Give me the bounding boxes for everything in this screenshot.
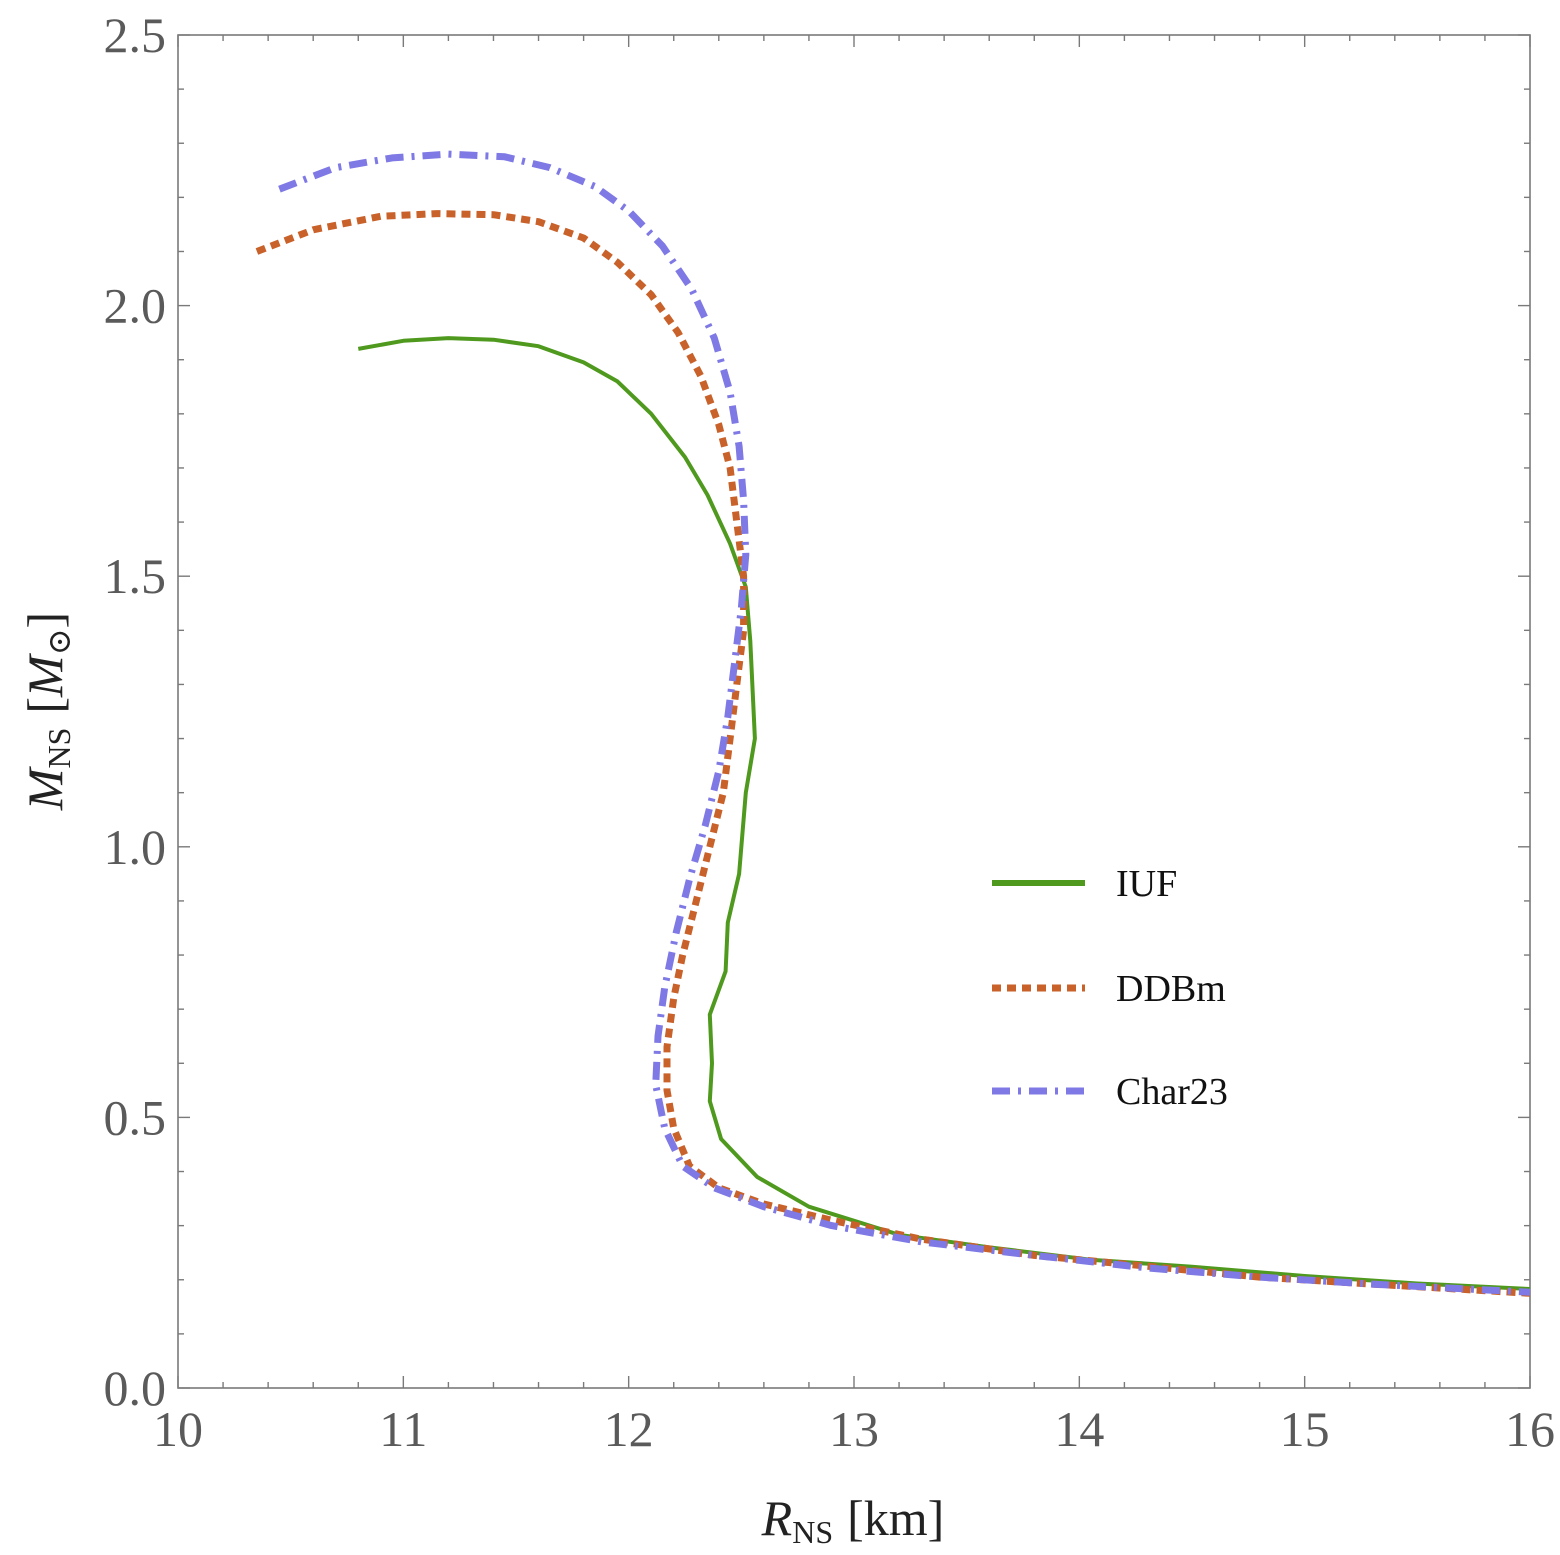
- legend-label-ddbm: DDBm: [1116, 968, 1226, 1010]
- x-tick-label: 10: [153, 1401, 203, 1457]
- plot-frame: [177, 34, 1531, 1389]
- y-tick-label: 0.0: [104, 1360, 167, 1416]
- y-axis-label: MNS[M⊙]: [17, 612, 77, 811]
- series-line-char23: [278, 150, 1531, 1296]
- x-tick-label: 14: [1054, 1401, 1104, 1457]
- series-line-iuf: [357, 336, 1531, 1291]
- y-tick-label: 1.5: [104, 548, 167, 604]
- x-tick-label: 15: [1280, 1401, 1330, 1457]
- x-tick-label: 13: [829, 1401, 879, 1457]
- y-tick-label: 2.5: [104, 7, 167, 63]
- x-tick-label: 12: [604, 1401, 654, 1457]
- x-axis-label: RNS [km]: [761, 1490, 945, 1550]
- y-tick-label: 2.0: [104, 278, 167, 334]
- axis-tick-labels: 10 11 12 13 14 15 16 0.0 0.5 1.0 1.5 2.0 2.5: [104, 7, 1556, 1457]
- y-tick-label: 1.0: [104, 819, 167, 875]
- series-line-ddbm: [255, 210, 1531, 1297]
- legend-label-iuf: IUF: [1116, 863, 1177, 905]
- axis-ticks: [177, 34, 1531, 1389]
- legend: IUF DDBm Char23: [992, 863, 1228, 1113]
- x-tick-label: 16: [1505, 1401, 1555, 1457]
- plot-border: [177, 34, 1531, 1389]
- x-tick-label: 11: [379, 1401, 427, 1457]
- legend-label-char23: Char23: [1116, 1071, 1228, 1113]
- series-lines: [255, 150, 1531, 1297]
- y-tick-label: 0.5: [104, 1089, 167, 1145]
